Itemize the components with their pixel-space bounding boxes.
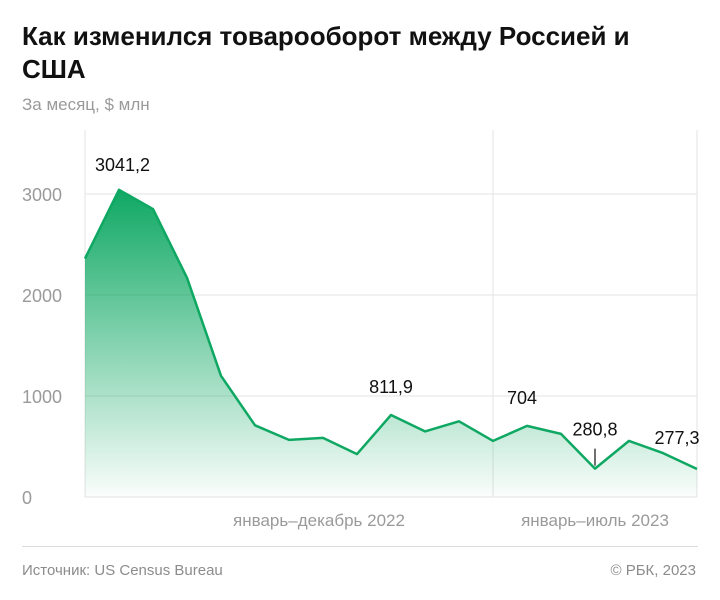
y-tick-label: 0 (22, 488, 32, 508)
y-tick-label: 2000 (22, 286, 62, 306)
data-label: 280,8 (572, 420, 617, 440)
source-note: Источник: US Census Bureau (22, 562, 223, 579)
data-label: 704 (507, 388, 537, 408)
data-label: 277,3 (654, 428, 699, 448)
chart-title: Как изменился товарооборот между Россией… (22, 21, 630, 84)
x-group-label: январь–декабрь 2022 (233, 511, 405, 530)
y-tick-label: 1000 (22, 387, 62, 407)
y-tick-label: 3000 (22, 185, 62, 205)
series-line (83, 188, 698, 471)
x-group-label: январь–июль 2023 (521, 511, 669, 530)
footer-divider (22, 546, 698, 547)
area-fill (85, 189, 697, 498)
chart-subtitle: За месяц, $ млн (22, 95, 150, 114)
data-label: 3041,2 (95, 155, 150, 175)
data-label: 811,9 (369, 377, 413, 397)
copyright: © РБК, 2023 (610, 562, 696, 579)
